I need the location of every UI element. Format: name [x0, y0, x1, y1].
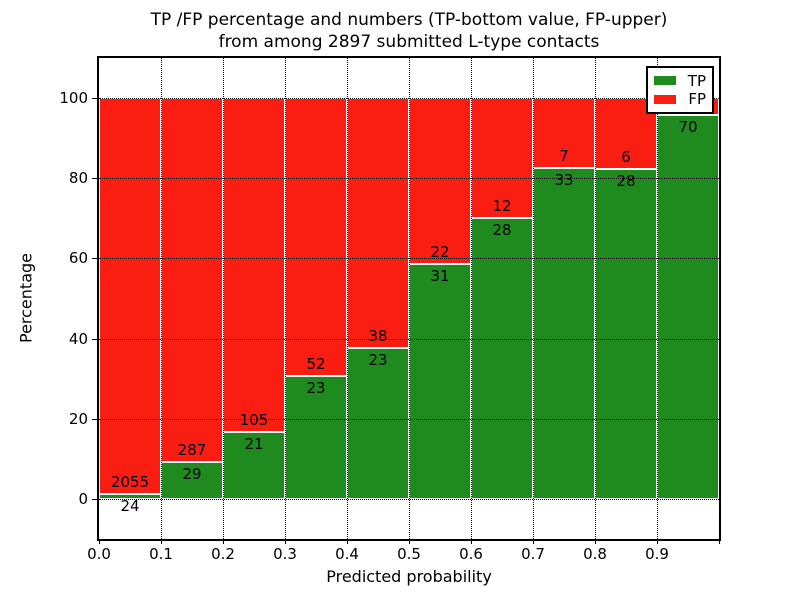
tp-count-label: 29 — [182, 465, 202, 484]
x-tick-label: 0.9 — [645, 545, 669, 563]
vertical-gridline — [471, 58, 472, 539]
fp-legend-swatch — [654, 94, 676, 104]
y-axis-tick — [92, 418, 97, 420]
y-axis-tick — [92, 258, 97, 260]
tp-bar-segment — [409, 264, 471, 499]
x-axis-tick — [223, 539, 224, 544]
chart-title-line2: from among 2897 submitted L-type contact… — [218, 32, 600, 52]
x-tick-label: 0.4 — [335, 545, 359, 563]
tp-bar-segment — [161, 462, 223, 499]
x-axis-tick — [533, 539, 534, 544]
x-axis-tick — [99, 539, 100, 544]
tp-bar-segment — [657, 114, 719, 499]
tp-bar-segment — [347, 347, 409, 499]
x-tick-label: 0.0 — [87, 545, 111, 563]
tp-legend-label: TP — [687, 71, 706, 90]
vertical-gridline — [409, 58, 410, 539]
tp-bar-segment — [471, 218, 533, 499]
x-axis-tick — [471, 539, 472, 544]
vertical-gridline — [285, 58, 286, 539]
x-axis-tick — [285, 539, 286, 544]
x-tick-label: 0.3 — [273, 545, 297, 563]
tp-count-label: 70 — [678, 117, 698, 136]
fp-count-label: 38 — [368, 326, 388, 345]
tp-count-label: 28 — [616, 171, 636, 190]
vertical-gridline — [657, 58, 658, 539]
legend-item-fp: FP — [654, 91, 706, 107]
x-tick-label: 0.7 — [521, 545, 545, 563]
tp-bar-segment — [595, 168, 657, 499]
plot-area: TP FP 2055 24 287 29 105 21 52 23 38 23 22 31 12 28 7 3… — [97, 56, 721, 541]
fp-count-label: 52 — [306, 354, 326, 373]
vertical-gridline — [533, 58, 534, 539]
chart-title-line1: TP /FP percentage and numbers (TP-bottom… — [150, 10, 668, 30]
chart-title: TP /FP percentage and numbers (TP-bottom… — [99, 9, 719, 53]
fp-count-label: 2055 — [110, 473, 150, 492]
tp-bar-segment — [285, 375, 347, 499]
x-axis-label: Predicted probability — [326, 567, 492, 586]
y-axis-tick — [92, 178, 97, 180]
fp-bar-segment — [409, 98, 471, 265]
fp-count-label: 287 — [177, 441, 207, 460]
fp-bar-segment — [285, 98, 347, 376]
x-axis-tick — [347, 539, 348, 544]
y-tick-label: 60 — [68, 249, 88, 268]
fp-bar-segment — [223, 98, 285, 433]
legend-item-tp: TP — [654, 73, 706, 89]
tp-legend-swatch — [654, 76, 676, 86]
x-tick-label: 0.8 — [583, 545, 607, 563]
fp-count-label: 6 — [621, 147, 631, 166]
tp-count-label: 24 — [120, 497, 140, 516]
tp-count-label: 23 — [306, 378, 326, 397]
x-axis-tick — [719, 539, 720, 544]
tp-count-label: 23 — [368, 350, 388, 369]
tp-count-label: 33 — [554, 171, 574, 190]
fp-bar-segment — [347, 98, 409, 348]
x-tick-label: 0.1 — [149, 545, 173, 563]
fp-bar-segment — [99, 98, 161, 495]
x-axis-tick — [595, 539, 596, 544]
tp-count-label: 28 — [492, 221, 512, 240]
y-tick-label: 40 — [68, 329, 88, 348]
x-axis-tick — [161, 539, 162, 544]
x-tick-label: 0.2 — [211, 545, 235, 563]
tp-count-label: 21 — [244, 435, 264, 454]
y-tick-label: 0 — [78, 489, 88, 508]
y-axis-tick — [92, 338, 97, 340]
fp-count-label: 7 — [559, 147, 569, 166]
x-axis-tick — [657, 539, 658, 544]
y-axis-label: Percentage — [16, 252, 36, 344]
tp-bar-segment — [99, 494, 161, 499]
x-axis-tick — [409, 539, 410, 544]
fp-bar-segment — [471, 98, 533, 219]
y-tick-label: 20 — [68, 409, 88, 428]
x-tick-label: 0.5 — [397, 545, 421, 563]
vertical-gridline — [347, 58, 348, 539]
tp-bar-segment — [533, 168, 595, 499]
y-tick-label: 100 — [59, 89, 88, 108]
fp-count-label: 22 — [430, 243, 450, 262]
fp-bar-segment — [161, 98, 223, 463]
vertical-gridline — [161, 58, 162, 539]
fp-count-label: 12 — [492, 197, 512, 216]
tp-count-label: 31 — [430, 267, 450, 286]
fp-count-label: 105 — [239, 411, 269, 430]
x-tick-label: 0.6 — [459, 545, 483, 563]
vertical-gridline — [223, 58, 224, 539]
fp-legend-label: FP — [688, 90, 706, 109]
y-axis-tick — [92, 498, 97, 500]
vertical-gridline — [595, 58, 596, 539]
y-tick-label: 80 — [68, 169, 88, 188]
legend-box: TP FP — [646, 66, 714, 114]
y-axis-tick — [92, 98, 97, 100]
